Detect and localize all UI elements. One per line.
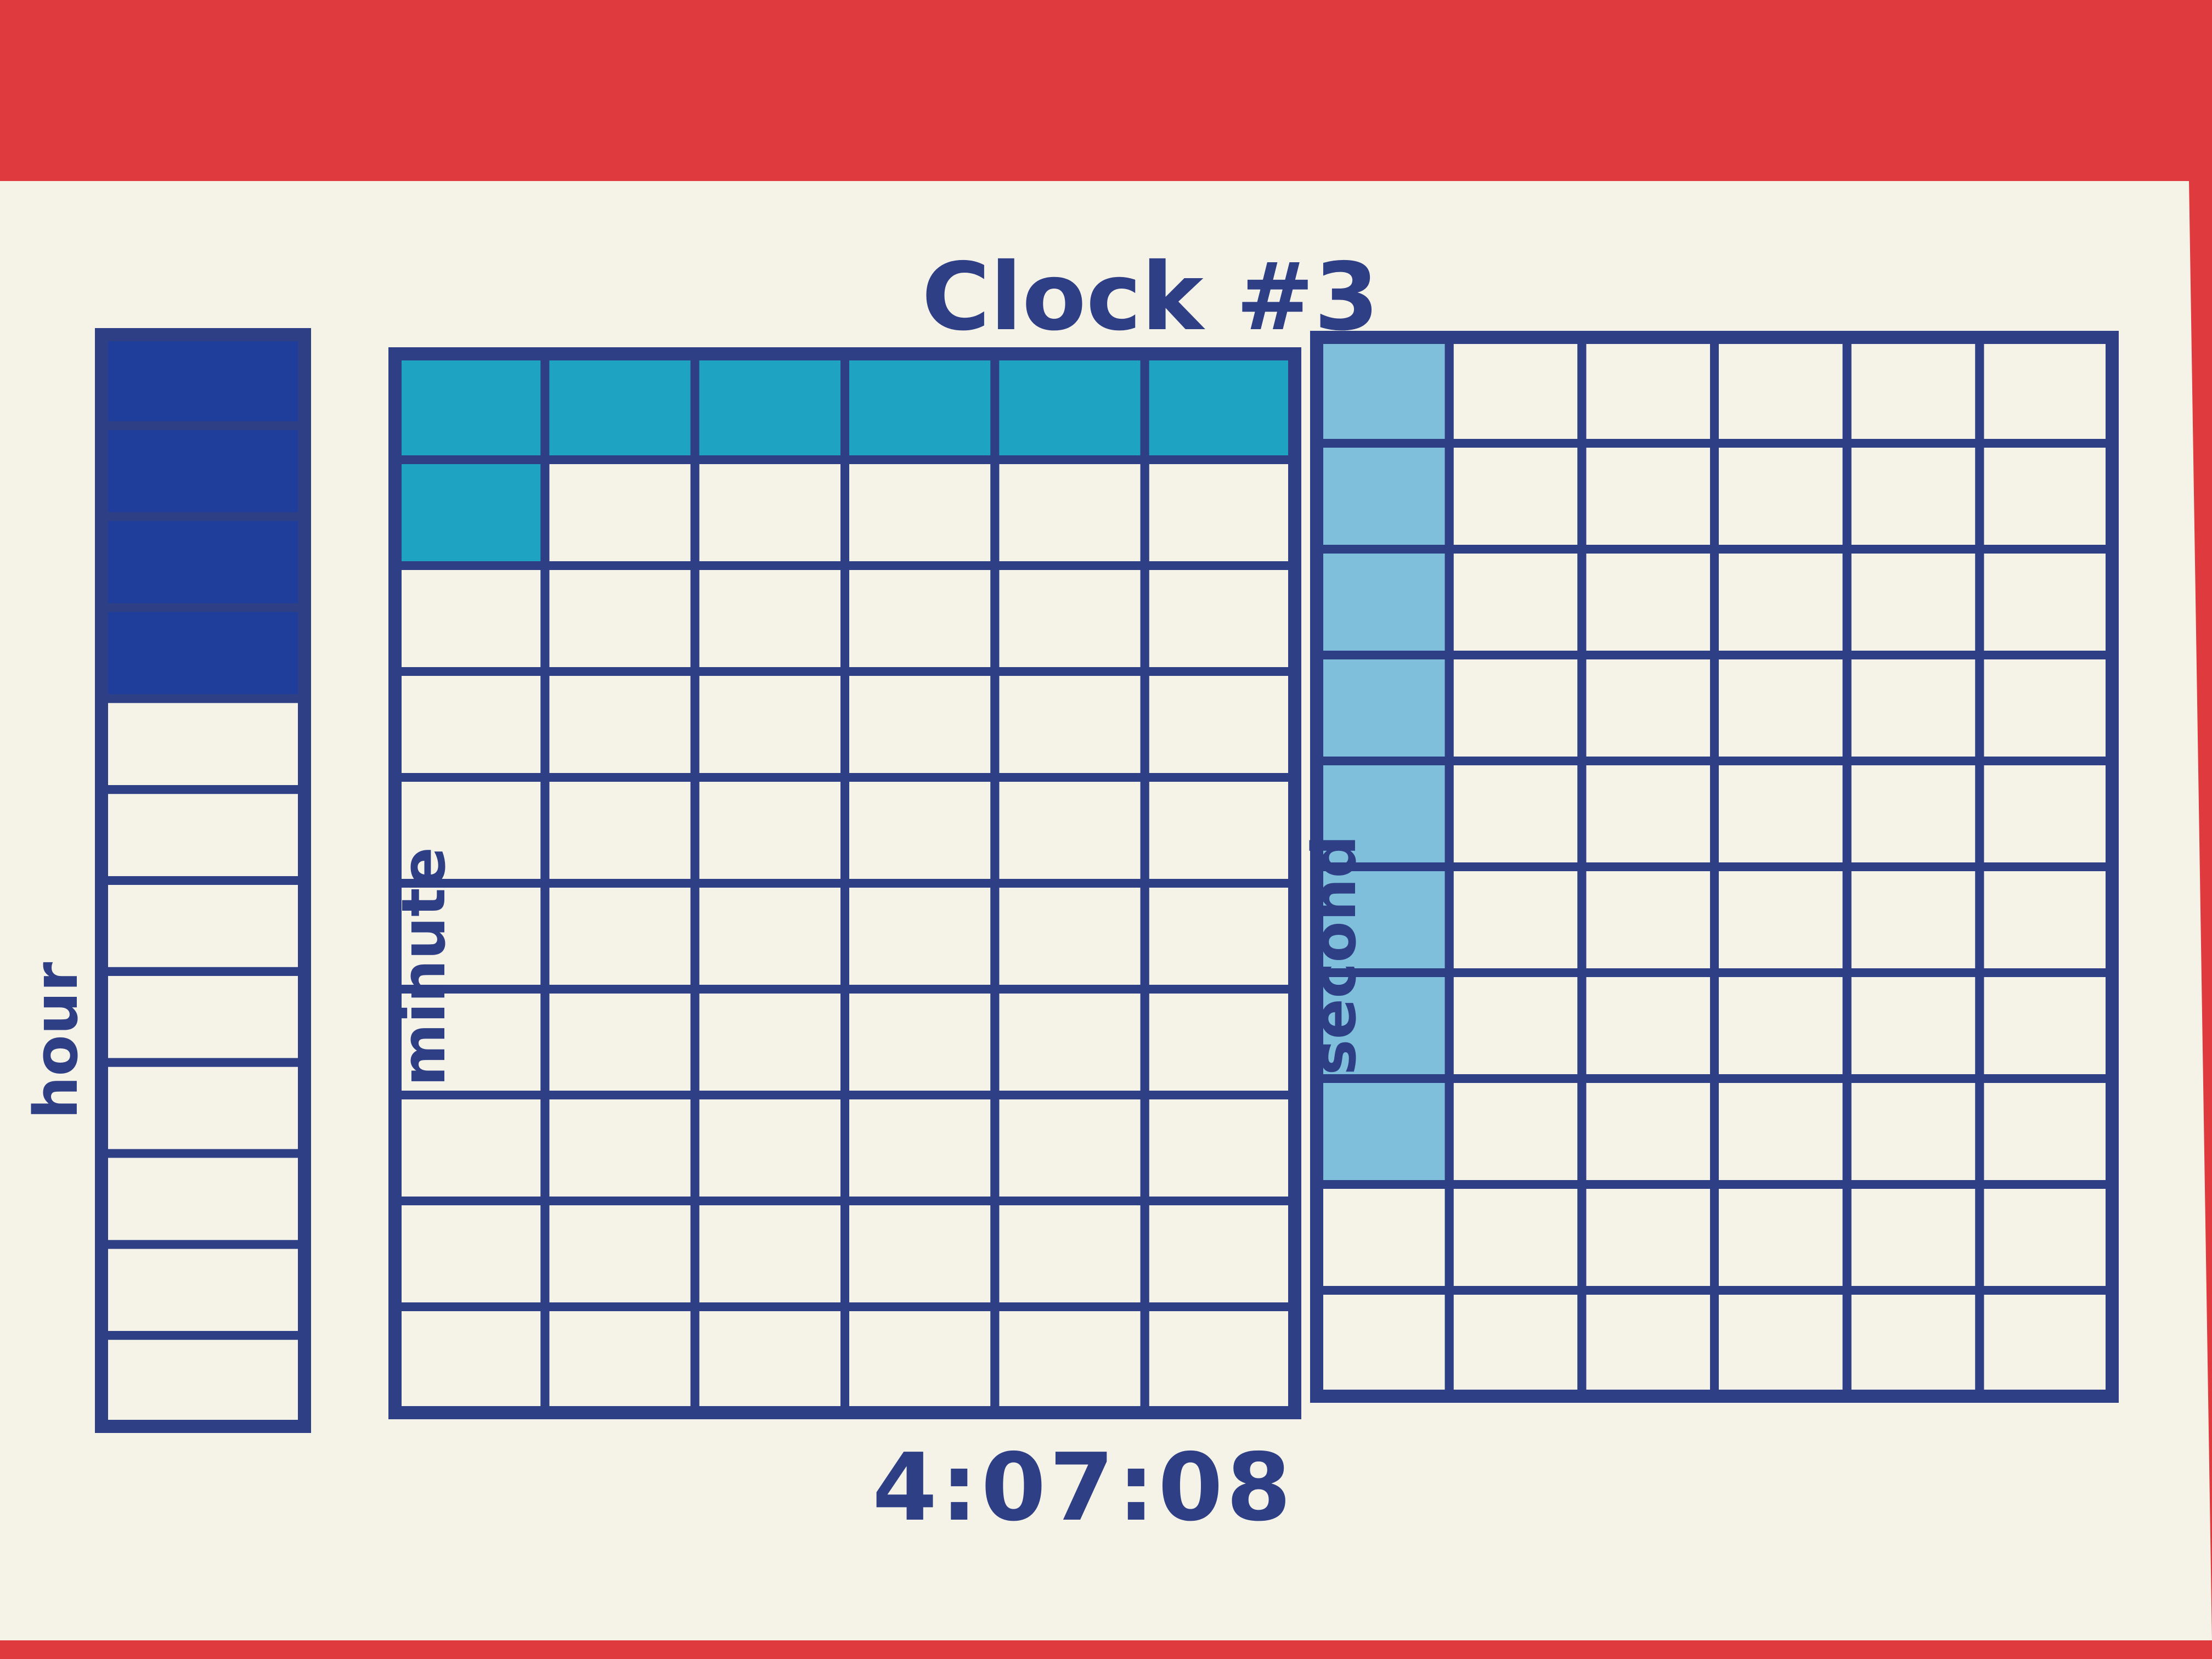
time-readout: 4:07:08 [872, 1434, 1294, 1542]
minute-grid-cell-filled [391, 455, 550, 570]
minute-grid-cell-filled [990, 349, 1149, 464]
hour-grid-cell-filled [97, 512, 309, 612]
minute-grid [388, 347, 1301, 1419]
hour-grid-cell-filled [97, 330, 309, 430]
hour-grid-cell-filled [97, 421, 309, 521]
clock-title: Clock #3 [922, 243, 1379, 352]
second-grid-cell-filled [1312, 439, 1454, 554]
hour-grid-cell-filled [97, 603, 309, 703]
second-grid-cell-filled [1312, 651, 1454, 765]
minute-label: minute [388, 847, 459, 1086]
second-grid-outline [1310, 331, 2119, 1403]
hour-grid-outline [95, 328, 311, 1433]
minute-grid-cell-filled [540, 349, 699, 464]
minute-grid-cell-filled [391, 349, 550, 464]
second-grid-cell-filled [1312, 545, 1454, 659]
second-grid-cell-filled [1312, 333, 1454, 448]
minute-grid-cell-filled [840, 349, 1000, 464]
minute-grid-cell-filled [1140, 349, 1300, 464]
minute-grid-cell-filled [690, 349, 849, 464]
minute-grid-outline [388, 347, 1301, 1419]
hour-grid [95, 328, 311, 1433]
second-grid [1310, 331, 2119, 1403]
hour-label: hour [21, 962, 91, 1119]
second-label: second [1299, 835, 1369, 1075]
second-grid-cell-filled [1312, 1074, 1454, 1189]
